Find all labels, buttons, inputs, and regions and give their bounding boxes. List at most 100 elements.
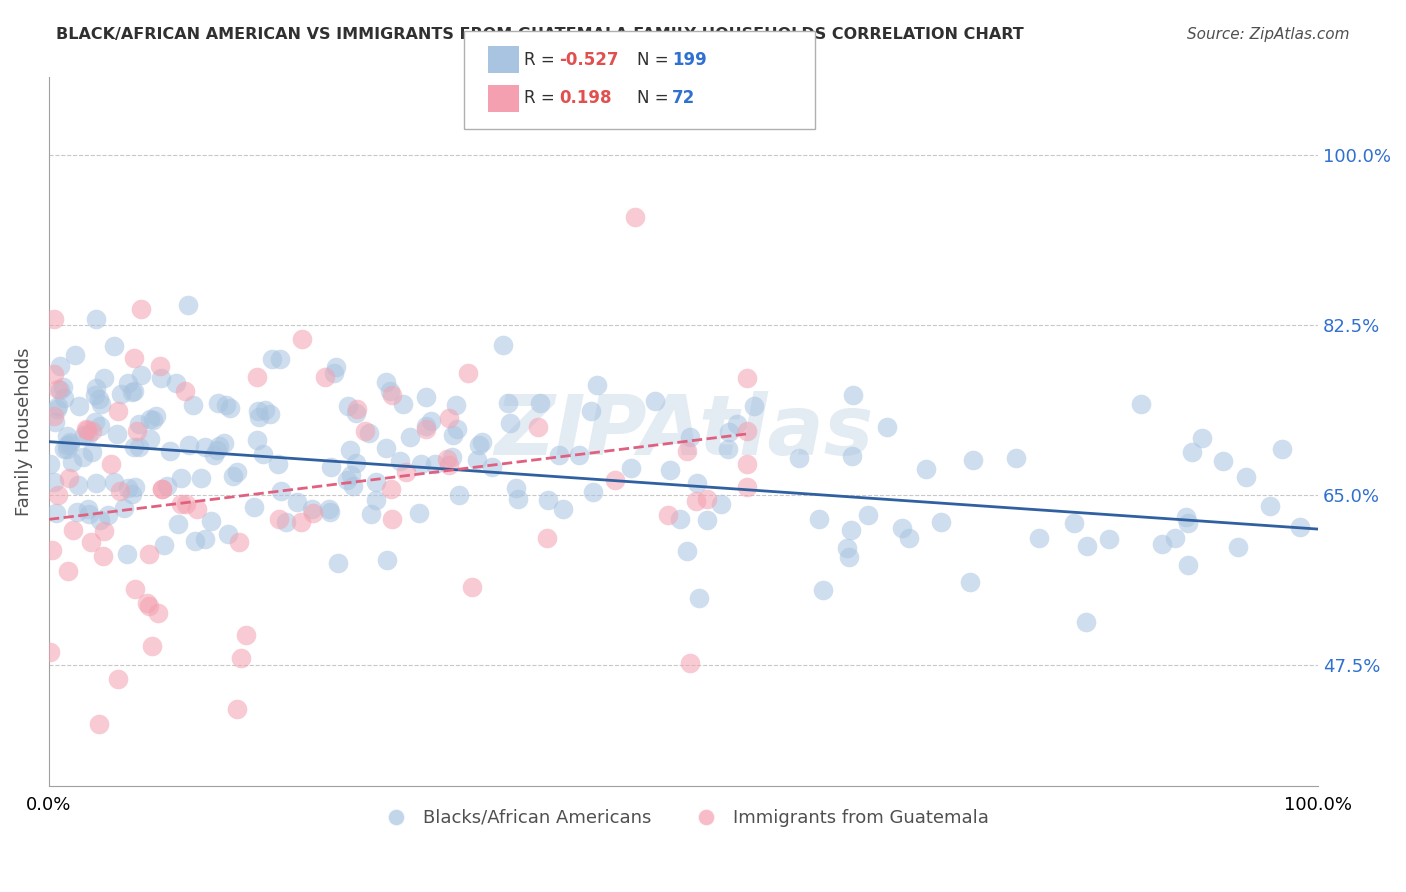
Point [108, 484, 131, 499]
Point [59, 434, 82, 449]
Point [55, 438, 77, 452]
Point [498, 395, 520, 409]
Point [115, 547, 138, 561]
Point [696, 513, 718, 527]
Point [378, 384, 401, 399]
Point [506, 491, 529, 506]
Point [375, 553, 398, 567]
Point [1076, 539, 1098, 553]
Point [686, 475, 709, 490]
Point [1028, 532, 1050, 546]
Point [1177, 558, 1199, 573]
Point [67, 478, 90, 492]
Point [177, 437, 200, 451]
Point [354, 424, 377, 438]
Point [121, 487, 143, 501]
Point [876, 419, 898, 434]
Point [58, 471, 80, 485]
Point [177, 298, 200, 312]
Point [1130, 397, 1153, 411]
Point [339, 443, 361, 458]
Point [301, 502, 323, 516]
Point [39, 645, 62, 659]
Point [77, 507, 100, 521]
Point [93, 370, 115, 384]
Point [735, 370, 758, 384]
Point [328, 556, 350, 570]
Point [336, 473, 359, 487]
Point [45, 506, 67, 520]
Point [274, 515, 297, 529]
Point [150, 371, 173, 385]
Point [897, 531, 920, 545]
Point [441, 450, 464, 464]
Point [49, 383, 72, 397]
Point [235, 628, 257, 642]
Text: 199: 199 [672, 51, 707, 69]
Point [129, 368, 152, 383]
Point [167, 516, 190, 531]
Point [87, 392, 110, 406]
Point [226, 702, 249, 716]
Point [467, 453, 489, 467]
Text: 0.198: 0.198 [560, 89, 612, 107]
Point [325, 359, 347, 374]
Point [807, 512, 830, 526]
Point [415, 390, 437, 404]
Point [446, 422, 468, 436]
Point [145, 409, 167, 423]
Point [247, 409, 270, 424]
Point [42, 475, 65, 490]
Point [319, 459, 342, 474]
Point [436, 452, 458, 467]
Point [291, 332, 314, 346]
Point [336, 399, 359, 413]
Point [218, 401, 240, 415]
Point [302, 506, 325, 520]
Point [1289, 520, 1312, 534]
Point [267, 512, 290, 526]
Point [492, 338, 515, 352]
Point [124, 480, 146, 494]
Point [128, 417, 150, 432]
Point [735, 457, 758, 471]
Point [553, 502, 575, 516]
Point [1152, 537, 1174, 551]
Point [437, 458, 460, 472]
Text: BLACK/AFRICAN AMERICAN VS IMMIGRANTS FROM GUATEMALA FAMILY HOUSEHOLDS CORRELATIO: BLACK/AFRICAN AMERICAN VS IMMIGRANTS FRO… [56, 27, 1024, 42]
Text: R =: R = [524, 51, 561, 69]
Point [1191, 431, 1213, 445]
Point [1234, 470, 1257, 484]
Point [222, 469, 245, 483]
Point [139, 432, 162, 446]
Point [441, 428, 464, 442]
Point [391, 397, 413, 411]
Point [380, 483, 402, 497]
Point [364, 475, 387, 489]
Point [112, 501, 135, 516]
Point [360, 507, 382, 521]
Point [318, 501, 340, 516]
Point [344, 406, 367, 420]
Point [117, 481, 139, 495]
Point [84, 475, 107, 490]
Point [679, 430, 702, 444]
Point [267, 458, 290, 472]
Point [929, 515, 952, 529]
Point [44, 312, 66, 326]
Point [959, 575, 981, 590]
Point [46, 382, 69, 396]
Point [1098, 532, 1121, 546]
Point [100, 458, 122, 472]
Point [962, 452, 984, 467]
Point [107, 672, 129, 686]
Point [547, 448, 569, 462]
Point [46, 401, 69, 416]
Point [254, 402, 277, 417]
Point [142, 413, 165, 427]
Point [212, 435, 235, 450]
Point [56, 565, 79, 579]
Point [676, 444, 699, 458]
Point [44, 415, 66, 429]
Point [260, 351, 283, 366]
